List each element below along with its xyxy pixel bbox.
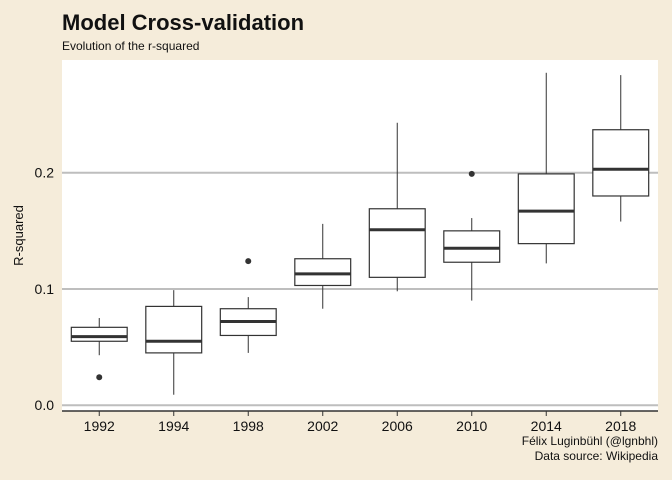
box-1992 [70, 318, 128, 381]
box-body [368, 208, 426, 278]
chart-subtitle: Evolution of the r-squared [62, 39, 200, 53]
box-2002 [294, 223, 352, 309]
caption-author: Félix Luginbühl (@lgnbhl) [521, 434, 658, 448]
y-tick-label: 0.1 [35, 281, 55, 297]
outlier-point [245, 258, 252, 265]
box-1998 [219, 258, 277, 353]
caption-source: Data source: Wikipedia [534, 449, 658, 463]
box-2018 [592, 75, 650, 222]
x-tick-label: 1994 [158, 418, 189, 434]
x-tick-label: 1992 [84, 418, 115, 434]
box-1994 [145, 290, 203, 395]
x-tick-label: 2002 [307, 418, 338, 434]
x-tick-label: 2010 [456, 418, 487, 434]
y-axis-label: R-squared [11, 205, 26, 266]
gridlines [62, 171, 658, 407]
box-2006 [368, 122, 426, 292]
box-body [145, 305, 203, 354]
y-tick-label: 0.2 [35, 165, 55, 181]
axes: 0.0 0.1 0.2 1992 1994 1998 2002 2006 2010 2014 201… [35, 165, 658, 434]
x-tick-label: 2006 [382, 418, 413, 434]
x-tick-label: 2018 [605, 418, 636, 434]
outlier-point [96, 374, 103, 381]
box-body [443, 230, 501, 263]
boxes [70, 72, 650, 395]
box-2010 [443, 170, 501, 301]
caption: Félix Luginbühl (@lgnbhl) Data source: W… [522, 434, 658, 464]
y-tick-label: 0.0 [35, 397, 55, 413]
x-tick-label: 2014 [531, 418, 562, 434]
outlier-point [468, 170, 475, 177]
box-body [294, 258, 352, 287]
box-body [70, 326, 128, 342]
x-tick-label: 1998 [233, 418, 264, 434]
box-body [517, 173, 575, 245]
box-body [592, 129, 650, 197]
box-2014 [517, 72, 575, 264]
chart-title: Model Cross-validation [62, 10, 305, 35]
